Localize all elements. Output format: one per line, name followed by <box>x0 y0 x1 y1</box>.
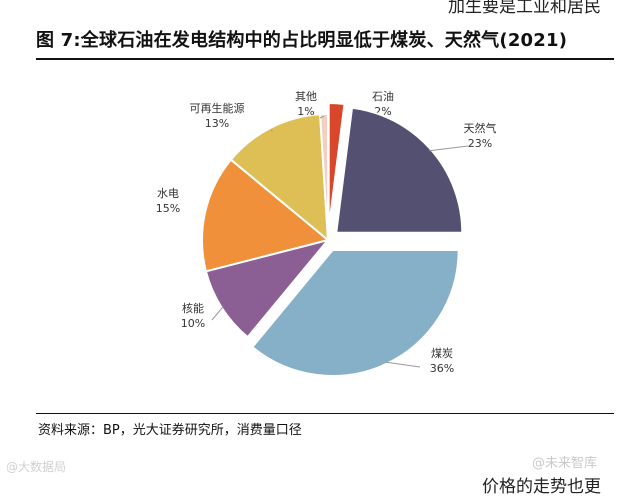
leader-line-1 <box>429 146 468 151</box>
cropped-text-bottom: 价格的走势也更 <box>482 472 601 497</box>
slice-label-0: 石油 <box>372 89 394 103</box>
source-divider <box>36 413 614 414</box>
leader-line-3 <box>212 306 223 320</box>
slice-value-3: 10% <box>181 317 205 330</box>
pie-slice-1 <box>336 108 462 233</box>
slice-label-1: 天然气 <box>464 121 497 135</box>
watermark-left: @大数据局 <box>6 458 66 475</box>
source-note: 资料来源：BP，光大证券研究所，消费量口径 <box>38 419 302 438</box>
slice-label-6: 其他 <box>295 90 317 103</box>
cropped-text-top: 加生要是工业和居民 <box>448 0 601 17</box>
leader-line-2 <box>385 362 420 367</box>
slice-value-6: 1% <box>297 105 314 118</box>
slice-value-4: 15% <box>156 202 180 215</box>
slice-label-2: 煤炭 <box>431 347 453 360</box>
slice-value-5: 13% <box>205 117 229 130</box>
slice-label-4: 水电 <box>157 187 179 200</box>
slice-value-1: 23% <box>468 137 492 150</box>
figure-title: 图 7:全球石油在发电结构中的占比明显低于煤炭、天然气(2021) <box>36 26 567 52</box>
watermark-right: @未来智库 <box>532 452 597 471</box>
slice-label-3: 核能 <box>182 301 204 315</box>
slice-label-5: 可再生能源 <box>190 101 245 115</box>
slice-value-2: 36% <box>430 362 454 375</box>
